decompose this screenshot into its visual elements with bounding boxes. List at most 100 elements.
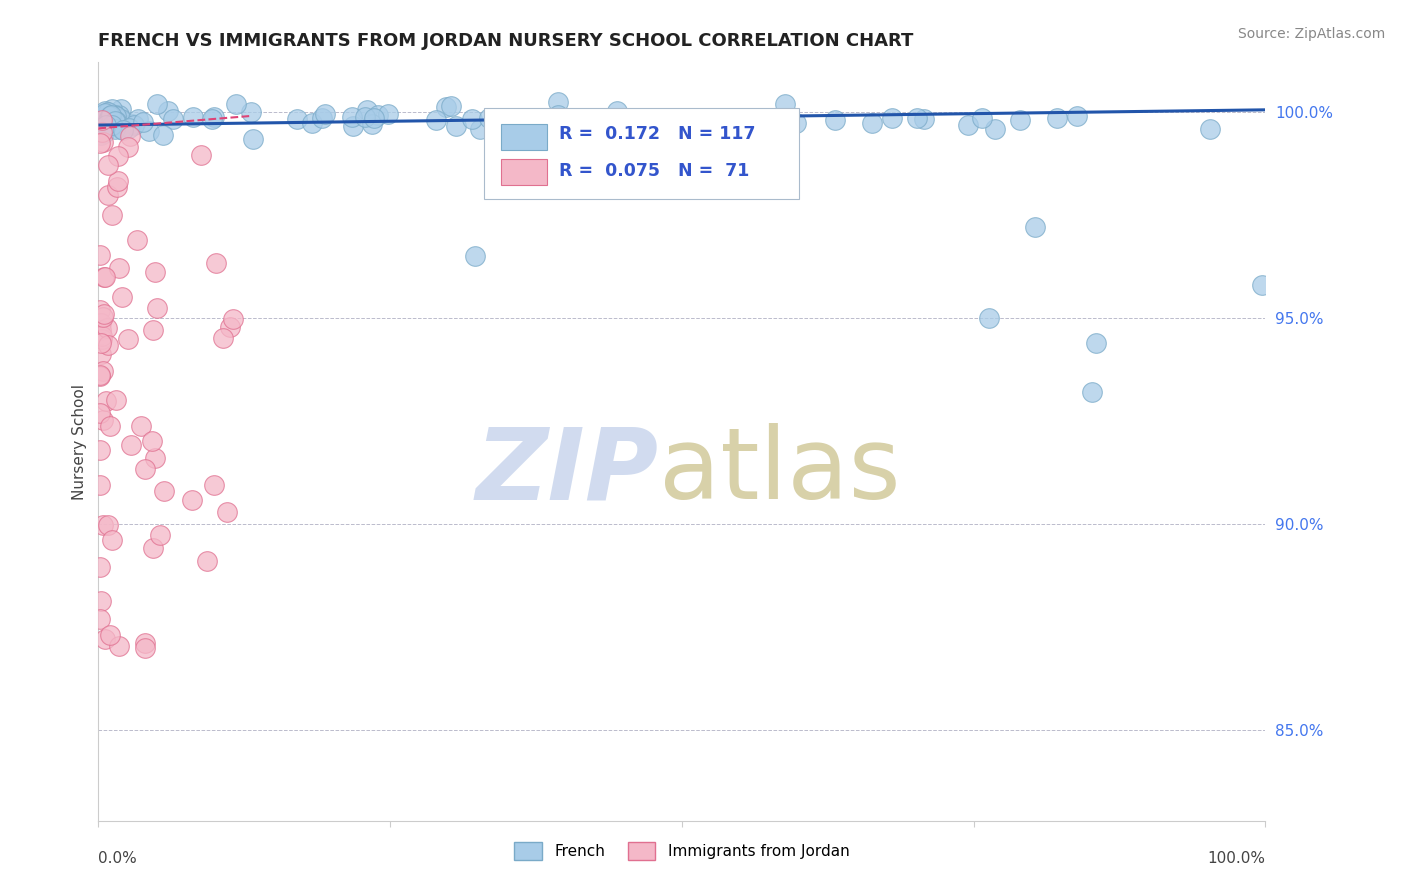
Point <box>547 108 569 122</box>
Point <box>180 492 202 507</box>
Point <box>111 114 134 128</box>
Point <box>101 533 124 547</box>
Point <box>101 112 124 127</box>
Y-axis label: Nursery School: Nursery School <box>72 384 87 500</box>
Point <box>91 364 114 378</box>
Point <box>93 307 115 321</box>
Text: 100.0%: 100.0% <box>1208 851 1265 866</box>
Point <box>138 124 160 138</box>
Point <box>912 112 935 126</box>
FancyBboxPatch shape <box>501 124 547 150</box>
Point <box>91 310 114 325</box>
Point <box>110 112 132 126</box>
Point <box>97 112 120 126</box>
Point <box>110 121 132 136</box>
Point <box>110 103 132 117</box>
Point <box>440 99 463 113</box>
Point <box>134 636 156 650</box>
Point <box>342 119 364 133</box>
Point <box>122 118 145 132</box>
Point <box>90 128 112 143</box>
Point <box>1046 111 1069 125</box>
Point <box>1084 335 1107 350</box>
Point <box>880 112 903 126</box>
Point <box>1010 113 1032 128</box>
Point <box>118 121 141 136</box>
Point <box>90 125 112 139</box>
Point <box>89 442 111 457</box>
Point <box>97 120 120 134</box>
Point <box>89 612 111 626</box>
Point <box>134 462 156 476</box>
Point <box>89 368 111 383</box>
Point <box>104 393 127 408</box>
Point <box>105 117 128 131</box>
Point <box>162 112 184 127</box>
Point <box>146 97 169 112</box>
Point <box>153 484 176 499</box>
Point <box>89 248 111 262</box>
Point <box>512 120 534 135</box>
Point <box>101 118 124 132</box>
Point <box>132 114 155 128</box>
Point <box>285 112 308 126</box>
Point <box>225 97 247 112</box>
Point <box>156 104 179 119</box>
Point <box>98 628 121 642</box>
Point <box>100 108 122 122</box>
Point <box>146 301 169 316</box>
Point <box>972 111 994 125</box>
Point <box>425 112 447 127</box>
Point <box>89 478 111 492</box>
Point <box>94 632 117 646</box>
Point <box>89 115 111 129</box>
Point <box>747 113 769 128</box>
Point <box>905 111 928 125</box>
Legend: French, Immigrants from Jordan: French, Immigrants from Jordan <box>509 836 855 866</box>
Point <box>190 148 212 162</box>
Point <box>548 124 571 138</box>
Point <box>108 639 131 653</box>
Point <box>242 132 264 146</box>
Point <box>108 261 131 276</box>
Point <box>785 116 807 130</box>
Point <box>468 121 491 136</box>
Point <box>121 438 143 452</box>
Point <box>96 112 118 127</box>
Text: R =  0.075   N =  71: R = 0.075 N = 71 <box>560 161 749 180</box>
Point <box>434 100 457 114</box>
Point <box>97 105 120 120</box>
Point <box>91 113 114 128</box>
Point <box>141 434 163 448</box>
Point <box>94 106 117 120</box>
Point <box>97 120 120 135</box>
Point <box>1198 122 1220 136</box>
Point <box>444 119 467 133</box>
Point <box>108 120 131 134</box>
Point <box>361 117 384 131</box>
Point <box>181 110 204 124</box>
Point <box>90 125 112 139</box>
Point <box>522 118 544 132</box>
Point <box>90 347 112 361</box>
Point <box>98 120 121 134</box>
Point <box>120 129 142 144</box>
Point <box>97 114 120 128</box>
Point <box>98 419 121 434</box>
Point <box>482 115 505 129</box>
Text: 0.0%: 0.0% <box>98 851 138 866</box>
Point <box>143 450 166 465</box>
Point <box>93 120 115 135</box>
Point <box>91 116 114 130</box>
Point <box>89 368 111 383</box>
Point <box>96 120 118 135</box>
Point <box>860 116 883 130</box>
Point <box>377 107 399 121</box>
Point <box>97 187 120 202</box>
Point <box>97 338 120 352</box>
Point <box>824 112 846 127</box>
Point <box>91 111 114 125</box>
Point <box>478 112 501 126</box>
Point <box>606 103 628 118</box>
Point <box>110 116 132 130</box>
